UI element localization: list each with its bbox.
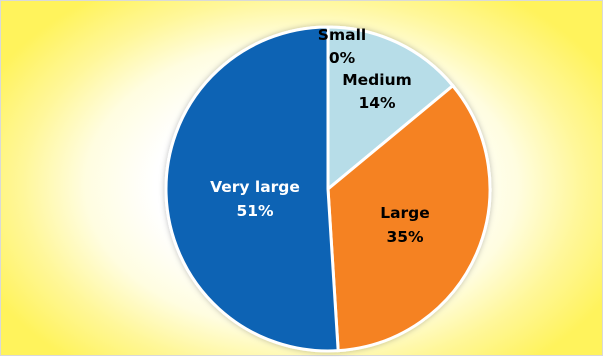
slice-name-medium: Medium bbox=[342, 71, 412, 89]
pie-slice-large bbox=[326, 83, 492, 353]
slice-percent-small: 0% bbox=[329, 49, 356, 67]
slice-name-very-large: Very large bbox=[210, 178, 300, 196]
slice-percent-large: 35% bbox=[386, 228, 424, 246]
pie-labels: Small 0% Medium 14% Large 35% Very large 51% bbox=[210, 26, 430, 246]
pie-slice-medium bbox=[326, 25, 455, 193]
slice-name-small: Small bbox=[318, 26, 366, 44]
pie-slices bbox=[164, 25, 492, 353]
slice-percent-medium: 14% bbox=[358, 94, 396, 112]
slice-name-large: Large bbox=[380, 204, 430, 222]
slice-percent-very-large: 51% bbox=[236, 202, 274, 220]
pie-slice-very-large bbox=[164, 25, 340, 353]
